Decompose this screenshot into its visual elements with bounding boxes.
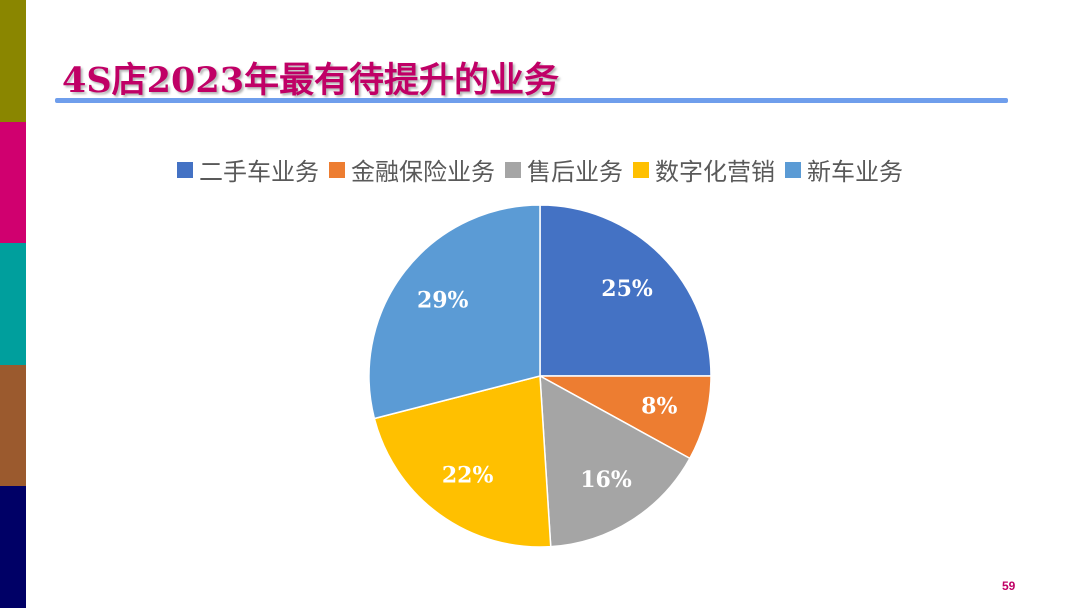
side-bar-brown — [0, 364, 26, 487]
legend-swatch — [505, 161, 521, 178]
legend-item: 数字化营销 — [633, 152, 775, 187]
legend-label: 金融保险业务 — [351, 158, 495, 186]
pie-data-label: 25% — [601, 276, 653, 302]
legend-label: 二手车业务 — [199, 158, 319, 186]
pie-data-label: 8% — [641, 394, 677, 420]
legend-swatch — [785, 161, 801, 178]
legend-label: 售后业务 — [527, 158, 623, 186]
legend-label: 新车业务 — [807, 158, 903, 186]
pie-slice — [373, 375, 552, 548]
title-underline — [55, 98, 1008, 103]
chart-legend: 二手车业务 金融保险业务 售后业务 数字化营销 新车业务 — [0, 152, 1080, 187]
side-bar-olive — [0, 0, 26, 122]
legend-item: 新车业务 — [785, 152, 903, 187]
side-bar-teal — [0, 243, 26, 365]
pie-slice — [368, 204, 541, 420]
side-color-bars — [0, 0, 26, 608]
legend-item: 二手车业务 — [177, 152, 319, 187]
pie-data-label: 29% — [417, 288, 469, 314]
legend-label: 数字化营销 — [655, 158, 775, 186]
pie-data-labels: 25% 8% 16% 22% 29% — [417, 276, 677, 493]
legend-swatch — [329, 161, 345, 178]
pie-data-label: 22% — [442, 463, 494, 489]
page-number: 59 — [1002, 579, 1016, 593]
pie-slices — [368, 204, 712, 548]
legend-item: 售后业务 — [505, 152, 623, 187]
pie-slice — [539, 374, 691, 548]
pie-slice — [539, 204, 712, 377]
pie-data-label: 16% — [580, 467, 632, 493]
side-bar-navy — [0, 486, 26, 608]
legend-swatch — [177, 161, 193, 178]
legend-swatch — [633, 161, 649, 178]
side-bar-magenta — [0, 121, 26, 244]
legend-item: 金融保险业务 — [329, 152, 495, 187]
slide-title: 4S店2023年最有待提升的业务 — [62, 60, 560, 101]
